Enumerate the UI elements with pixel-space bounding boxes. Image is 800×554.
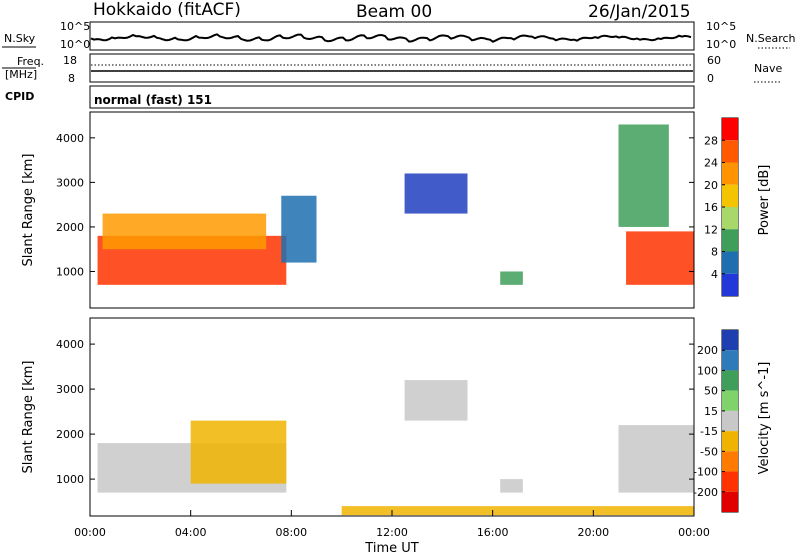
colorbar-tick-label: -50 [700, 445, 718, 458]
colorbar-swatch [722, 118, 738, 141]
y-tick-label: 3000 [56, 176, 84, 189]
x-tick-label: 00:00 [678, 526, 710, 539]
echo-region [404, 173, 468, 214]
colorbar-tick-label: -200 [693, 486, 718, 499]
colorbar-tick-label: 24 [704, 157, 718, 170]
colorbar-swatch [722, 229, 738, 252]
x-tick-label: 12:00 [376, 526, 408, 539]
nave-tick-bottom: 0 [707, 72, 714, 85]
echo-region [102, 213, 267, 250]
power-y-axis: 4000 3000 2000 1000 [56, 132, 694, 278]
colorbar-swatch [722, 273, 738, 296]
power-colorbar: 28 24 20 16 12 8 4 [704, 118, 738, 296]
velocity-xlabel: Time UT [364, 541, 418, 554]
beam-title: Beam 00 [356, 2, 432, 22]
echo-region [500, 479, 523, 493]
noise-search-label: N.Search [746, 32, 796, 45]
colorbar-swatch [722, 410, 738, 432]
noise-right-tick-bottom: 10^0 [706, 38, 736, 51]
colorbar-tick-label: 4 [711, 268, 718, 281]
noise-sky-trace [90, 33, 692, 43]
colorbar-tick-label: 20 [704, 179, 718, 192]
colorbar-swatch [722, 370, 738, 391]
noise-left-tick-top: 10^5 [60, 20, 90, 33]
velocity-colorbar-label: Velocity [m s^-1] [757, 362, 772, 475]
y-tick-label: 4000 [56, 338, 84, 351]
colorbar-swatch [722, 390, 738, 411]
colorbar-tick-label: -15 [700, 425, 718, 438]
x-tick-label: 16:00 [477, 526, 509, 539]
freq-tick-bottom: 8 [68, 72, 75, 85]
colorbar-tick-label: 12 [704, 223, 718, 236]
cpid-label: CPID [5, 90, 34, 103]
velocity-colorbar: 200 100 50 15 -15 -50 -100 -200 [693, 330, 738, 512]
nave-tick-top: 60 [707, 54, 721, 67]
colorbar-tick-label: 16 [704, 201, 718, 214]
colorbar-swatch [722, 184, 738, 207]
colorbar-swatch [722, 451, 738, 472]
x-tick-label: 08:00 [275, 526, 307, 539]
echo-region [341, 506, 694, 516]
y-tick-label: 2000 [56, 221, 84, 234]
y-tick-label: 1000 [56, 473, 84, 486]
colorbar-tick-label: 50 [704, 385, 718, 398]
noise-panel-frame [89, 21, 695, 51]
echo-region [626, 231, 694, 285]
colorbar-swatch [722, 350, 738, 371]
power-ylabel: Slant Range [km] [21, 154, 36, 267]
velocity-y-axis: 4000 3000 2000 1000 [56, 338, 694, 486]
colorbar-swatch [722, 431, 738, 452]
power-panel-frame [89, 111, 695, 309]
echo-region [190, 420, 287, 484]
velocity-data-layer [97, 380, 694, 516]
power-data-layer [97, 124, 694, 285]
colorbar-tick-label: 100 [697, 364, 718, 377]
freq-tick-top: 18 [63, 54, 77, 67]
colorbar-swatch [722, 471, 738, 492]
y-tick-label: 4000 [56, 132, 84, 145]
y-tick-label: 1000 [56, 265, 84, 278]
colorbar-tick-label: 200 [697, 344, 718, 357]
colorbar-swatch [722, 491, 738, 512]
echo-region [618, 425, 694, 493]
noise-left-tick-bottom: 10^0 [60, 38, 90, 51]
noise-sky-label: N.Sky [4, 32, 36, 45]
echo-region [281, 195, 317, 263]
nave-label: Nave [754, 62, 782, 75]
colorbar-tick-label: 15 [704, 405, 718, 418]
velocity-x-axis: 00:00 04:00 08:00 12:00 16:00 20:00 00:00 [74, 510, 710, 539]
freq-label-line2: [MHz] [5, 68, 37, 81]
colorbar-swatch [722, 207, 738, 230]
colorbar-swatch [722, 140, 738, 163]
colorbar-tick-label: 28 [704, 134, 718, 147]
noise-right-tick-top: 10^5 [706, 20, 736, 33]
power-colorbar-label: Power [dB] [757, 165, 772, 236]
echo-region [500, 271, 523, 285]
colorbar-swatch [722, 330, 738, 351]
x-tick-label: 04:00 [175, 526, 207, 539]
cpid-value: normal (fast) 151 [94, 93, 212, 107]
echo-region [404, 380, 468, 421]
x-tick-label: 20:00 [577, 526, 609, 539]
colorbar-swatch [722, 162, 738, 185]
velocity-ylabel: Slant Range [km] [21, 361, 36, 474]
colorbar-tick-label: -100 [693, 466, 718, 479]
freq-label-line1: Freq. [17, 55, 44, 68]
x-tick-label: 00:00 [74, 526, 106, 539]
y-tick-label: 3000 [56, 383, 84, 396]
colorbar-swatch [722, 251, 738, 274]
freq-panel-frame [89, 53, 695, 83]
echo-region [618, 124, 669, 227]
station-title: Hokkaido (fitACF) [93, 0, 241, 20]
colorbar-tick-label: 8 [711, 246, 718, 259]
cpid-panel-frame [89, 85, 695, 109]
y-tick-label: 2000 [56, 428, 84, 441]
date-title: 26/Jan/2015 [588, 2, 691, 22]
